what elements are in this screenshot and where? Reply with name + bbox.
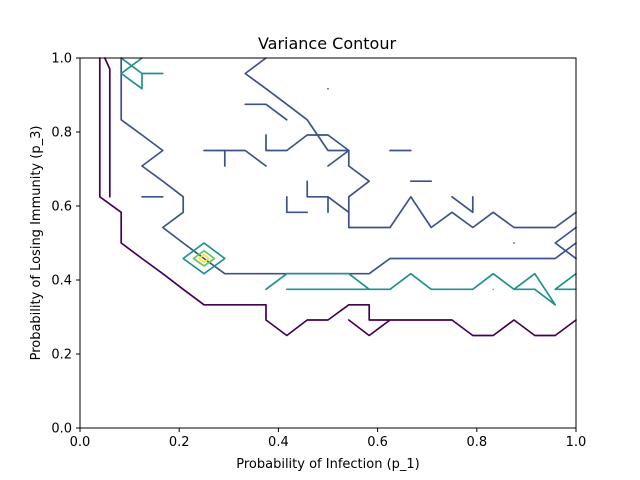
contour-line-level-2 <box>285 195 309 214</box>
x-tick-label: 0.4 <box>268 435 289 450</box>
y-tick-label: 0.6 <box>51 200 72 215</box>
contour-line-level-3 <box>182 242 226 275</box>
plot-frame <box>79 57 577 429</box>
y-tick-label: 0.0 <box>51 422 72 437</box>
contour-line-level-1 <box>98 57 577 337</box>
contour-line-level-3 <box>120 57 164 90</box>
contour-line-level-2 <box>244 103 288 121</box>
contour-line-level-3 <box>554 272 577 291</box>
x-tick-label: 0.8 <box>466 435 487 450</box>
contour-line-level-2 <box>554 226 577 260</box>
contour-line-level-2 <box>451 195 474 214</box>
contour-line-level-4 <box>192 249 216 267</box>
contour-line-level-2 <box>265 134 350 167</box>
x-axis: 0.0 0.2 0.4 0.6 0.8 1.0 <box>70 428 587 450</box>
y-axis: 0.0 0.2 0.4 0.6 0.8 1.0 <box>51 52 80 437</box>
contour-line-level-2 <box>306 180 329 198</box>
contour-line-level-2 <box>120 57 577 275</box>
contour-line-level-5 <box>198 253 210 264</box>
x-tick-label: 0.0 <box>70 435 91 450</box>
y-axis-label: Probability of Losing Immunity (p_3) <box>29 126 44 361</box>
contour-line-level-2 <box>327 195 350 214</box>
contour-lines <box>98 57 577 337</box>
contour-line-level-3 <box>368 272 557 306</box>
x-tick-label: 1.0 <box>566 435 587 450</box>
contour-line-level-3 <box>265 272 371 291</box>
contour-line-level-2 <box>203 149 226 167</box>
y-tick-label: 0.4 <box>51 274 72 289</box>
y-tick-label: 1.0 <box>51 52 72 67</box>
chart-title: Variance Contour <box>258 34 397 53</box>
contour-line-level-2 <box>223 149 267 167</box>
contour-line-level-2 <box>244 57 577 229</box>
x-tick-label: 0.2 <box>169 435 190 450</box>
y-tick-label: 0.8 <box>51 126 72 141</box>
x-axis-label: Probability of Infection (p_1) <box>236 457 420 472</box>
contour-line-level-1 <box>103 57 111 198</box>
y-tick-label: 0.2 <box>51 348 72 363</box>
contour-line-level-1 <box>347 319 391 337</box>
x-tick-label: 0.6 <box>367 435 388 450</box>
